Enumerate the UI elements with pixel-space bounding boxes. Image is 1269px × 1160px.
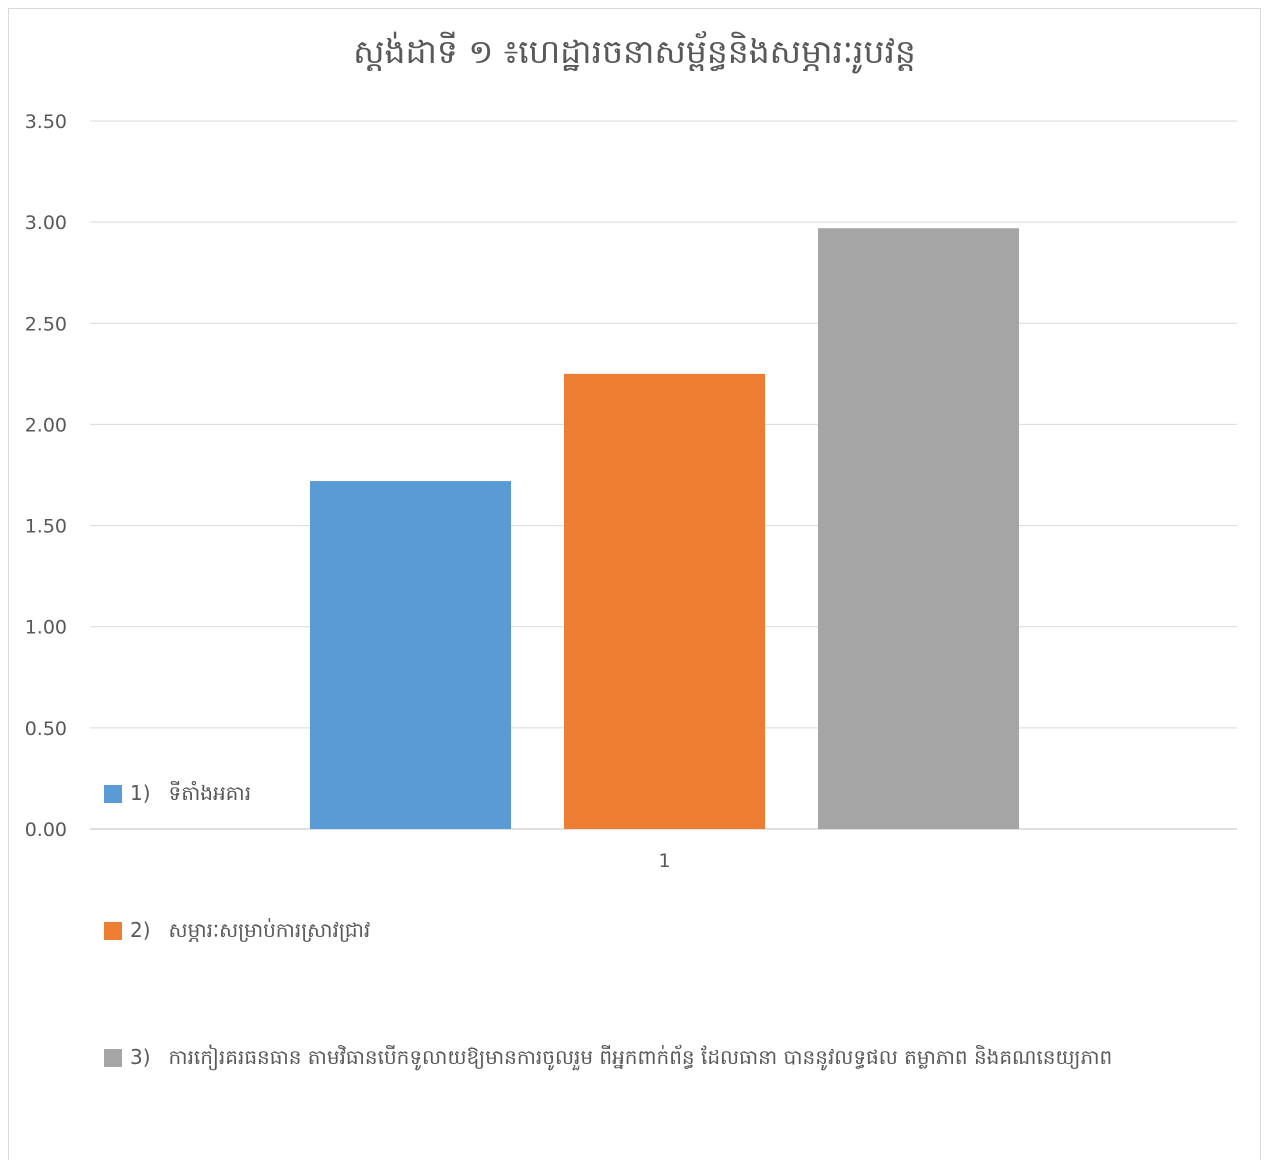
y-tick-label: 2.00 bbox=[25, 414, 67, 436]
y-tick-label: 2.50 bbox=[25, 313, 67, 335]
y-tick-label: 0.50 bbox=[25, 718, 67, 740]
legend-item-2: 2) សម្ភារៈសម្រាប់ការស្រាវជ្រាវ bbox=[104, 913, 370, 947]
y-tick-label: 3.00 bbox=[25, 212, 67, 234]
legend-item-1: 1) ទីតាំងអគារ bbox=[104, 776, 251, 810]
legend-number-2: 2) bbox=[130, 918, 151, 942]
bar-series-2 bbox=[564, 373, 765, 829]
bar-series-1 bbox=[310, 481, 511, 829]
legend-label-3: ការកៀរគរធនធាន តាមវិធានបើកទូលាយឱ្យមានការច… bbox=[168, 1045, 1113, 1069]
legend-label-1: ទីតាំងអគារ bbox=[168, 781, 252, 805]
legend-number-1: 1) bbox=[130, 781, 151, 805]
legend-label-2: សម្ភារៈសម្រាប់ការស្រាវជ្រាវ bbox=[168, 918, 371, 942]
y-tick-label: 1.00 bbox=[25, 617, 67, 639]
y-tick-label: 0.00 bbox=[25, 819, 67, 841]
x-category-label: 1 bbox=[658, 850, 670, 872]
legend-swatch-1 bbox=[104, 785, 122, 803]
chart-title: ស្តង់ដាទី ១ ៖ហេដ្ឋារចនាសម្ព័ន្ធនិងសម្ភារ… bbox=[353, 32, 916, 71]
legend-item-3: 3) ការកៀរគរធនធាន តាមវិធានបើកទូលាយឱ្យមានក… bbox=[104, 1040, 1112, 1074]
legend-swatch-3 bbox=[104, 1049, 122, 1067]
bar-series-3 bbox=[818, 228, 1019, 829]
y-tick-label: 3.50 bbox=[25, 111, 67, 133]
legend-swatch-2 bbox=[104, 922, 122, 940]
legend-number-3: 3) bbox=[130, 1045, 151, 1069]
y-tick-label: 1.50 bbox=[25, 516, 67, 538]
